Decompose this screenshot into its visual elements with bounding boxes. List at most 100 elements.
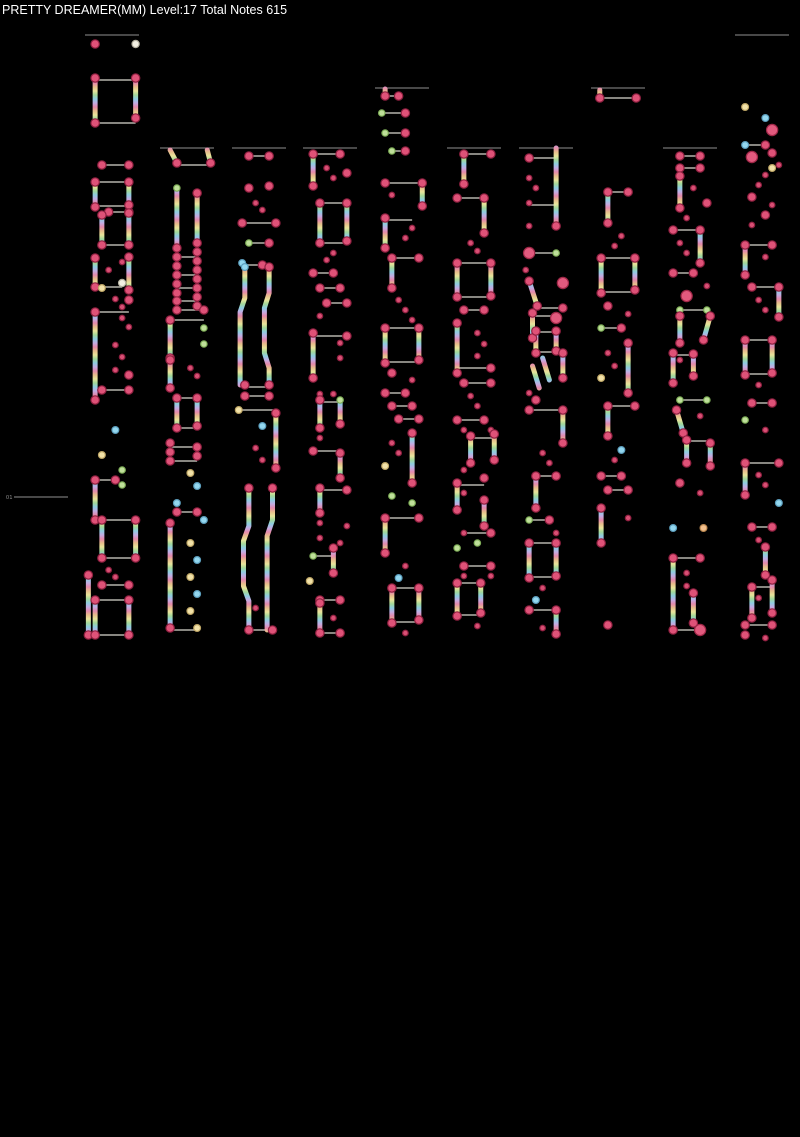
tap-note-pink	[414, 355, 424, 365]
big-note-pink	[693, 623, 707, 637]
big-note-pink	[549, 311, 563, 325]
tap-note-pink	[698, 335, 709, 345]
small-note-pink	[617, 232, 625, 240]
small-note-pink	[118, 314, 126, 322]
small-note-pink	[539, 449, 547, 457]
tap-note-pink	[335, 448, 345, 458]
small-note-pink	[696, 412, 704, 420]
note-cyan	[199, 516, 208, 525]
slide-path	[240, 485, 252, 633]
tap-note-pink	[486, 528, 496, 538]
tap-note-pink	[124, 240, 134, 250]
tap-note-pink	[393, 414, 404, 424]
small-note-pink	[316, 534, 324, 542]
tap-note-pink	[172, 270, 182, 280]
tap-note-pink	[596, 503, 606, 513]
tap-note-pink	[271, 218, 281, 228]
small-note-pink	[460, 572, 468, 580]
note-green	[118, 466, 126, 474]
tap-note-pink	[400, 108, 411, 118]
tap-note-pink	[380, 243, 390, 253]
chart-column	[160, 147, 216, 633]
tap-note-pink	[244, 483, 254, 493]
big-note-pink	[680, 289, 693, 303]
notes	[668, 151, 716, 637]
tap-note-pink	[452, 478, 462, 488]
chart-column	[735, 34, 789, 642]
tap-note-pink	[695, 163, 705, 173]
tap-note-pink	[192, 393, 202, 403]
small-note-pink	[604, 349, 612, 357]
note-green	[741, 416, 749, 424]
tap-note-pink	[393, 91, 404, 101]
tap-note-pink	[110, 475, 121, 485]
small-note-pink	[545, 459, 553, 467]
chart-area: 01	[6, 34, 789, 642]
tap-note-pink	[527, 308, 538, 318]
tap-note-pink	[623, 388, 633, 398]
tap-note-pink	[97, 240, 107, 250]
small-note-pink	[111, 573, 119, 581]
hold-notes	[526, 145, 566, 637]
tap-note-pink	[668, 225, 678, 235]
tap-note-pink	[387, 283, 397, 293]
small-note-pink	[111, 366, 119, 374]
small-note-pink	[252, 444, 260, 452]
tap-note-pink	[315, 508, 325, 518]
tap-note-pink	[172, 305, 182, 315]
note-green	[552, 249, 560, 257]
hold-notes	[382, 86, 425, 626]
tap-note-pink	[308, 149, 318, 159]
tap-note-pink	[479, 305, 489, 315]
small-note-pink	[775, 161, 783, 169]
notes	[522, 153, 570, 639]
chart-column	[83, 34, 141, 640]
tap-note-pink	[264, 380, 274, 390]
note-cyan	[240, 262, 249, 271]
small-note-pink	[683, 249, 691, 257]
note-orange	[699, 524, 708, 533]
tap-note-pink	[524, 153, 534, 163]
tap-note-pink	[459, 149, 469, 159]
tap-note-pink	[747, 282, 757, 292]
tap-note-pink	[192, 292, 202, 302]
hold-notes	[310, 151, 350, 636]
tap-note-pink	[623, 187, 633, 197]
tap-note-pink	[702, 198, 712, 208]
tap-note-pink	[315, 628, 325, 638]
tap-note-pink	[342, 168, 352, 178]
small-note-pink	[683, 582, 691, 590]
tap-note-pink	[603, 620, 613, 630]
small-note-pink	[329, 614, 337, 622]
small-note-pink	[329, 249, 337, 257]
tap-note-pink	[551, 471, 561, 481]
tap-note-pink	[767, 522, 777, 532]
tap-note-pink	[90, 253, 100, 263]
tap-note-pink	[671, 405, 682, 415]
tap-note-pink	[675, 151, 685, 161]
small-note-pink	[329, 390, 337, 398]
tap-note-pink	[124, 630, 134, 640]
tap-note-pink	[695, 258, 705, 268]
chart-viewer: { "title": "PRETTY DREAMER(MM) Level:17 …	[2, 3, 789, 642]
note-cyan	[193, 590, 202, 599]
tap-note-pink	[740, 370, 750, 380]
tap-note-pink	[267, 483, 278, 493]
small-note-pink	[460, 489, 468, 497]
tap-note-pink	[760, 140, 771, 150]
tap-note-pink	[532, 301, 543, 311]
small-note-pink	[336, 539, 344, 547]
tap-note-pink	[90, 73, 100, 83]
tap-note-pink	[675, 203, 685, 213]
small-note-pink	[316, 312, 324, 320]
small-note-pink	[111, 295, 119, 303]
slide-path	[261, 264, 272, 388]
tap-note-pink	[165, 383, 175, 393]
tap-note-pink	[172, 261, 182, 271]
chart-column	[232, 147, 286, 635]
tap-note-pink	[675, 478, 685, 488]
tap-note-pink	[97, 580, 107, 590]
note-yellow	[186, 607, 195, 616]
tap-note-pink	[740, 630, 750, 640]
tap-note-pink	[558, 373, 568, 383]
